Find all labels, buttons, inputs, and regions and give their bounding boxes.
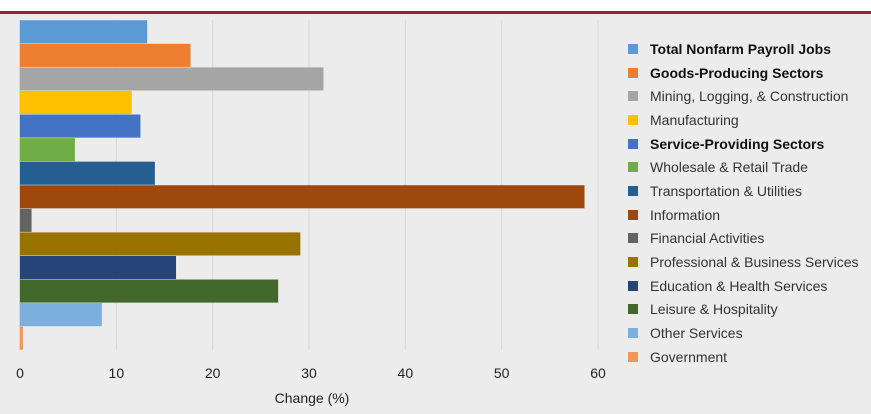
legend-swatch [628,304,638,315]
legend-label: Other Services [650,325,743,342]
bar [20,279,279,303]
legend-label: Leisure & Hospitality [650,301,778,318]
legend-item: Transportation & Utilities [628,179,868,203]
legend-label: Manufacturing [650,111,739,128]
bar [20,185,585,209]
legend-item: Other Services [628,321,868,345]
x-tick-label: 30 [301,365,317,381]
legend-label: Government [650,348,728,365]
bar [20,232,301,256]
legend-swatch [628,91,638,102]
legend-item: Professional & Business Services [628,250,868,274]
legend-swatch [628,162,638,173]
bar [20,326,23,350]
bar [20,138,75,162]
x-tick-label: 20 [205,365,221,381]
legend-swatch [628,351,638,362]
legend-label: Total Nonfarm Payroll Jobs [650,40,831,57]
legend-item: Leisure & Hospitality [628,298,868,322]
legend-item: Financial Activities [628,227,868,251]
bar [20,255,177,280]
bar [20,90,132,115]
x-tick-label: 10 [109,365,125,381]
legend-swatch [628,328,638,339]
x-axis-ticks: 0 10 20 30 40 50 60 [16,365,606,381]
legend-label: Goods-Producing Sectors [650,64,824,81]
legend-swatch [628,43,638,54]
legend-item: Service-Providing Sectors [628,132,868,156]
bar [20,303,102,327]
x-tick-label: 60 [590,365,606,381]
legend-swatch [628,138,638,149]
legend-label: Transportation & Utilities [650,182,802,199]
legend-item: Mining, Logging, & Construction [628,84,868,108]
legend-swatch [628,257,638,268]
legend-label: Professional & Business Services [650,254,859,271]
legend-swatch [628,67,638,78]
bar [20,114,141,138]
legend-label: Service-Providing Sectors [650,135,825,152]
legend-label: Financial Activities [650,230,765,247]
legend-swatch [628,233,638,244]
x-tick-label: 50 [494,365,510,381]
legend-swatch [628,185,638,196]
header-rule [0,0,871,14]
bar [20,67,324,91]
legend-item: Government [628,345,868,369]
x-axis-label: Change (%) [275,390,350,406]
legend-label: Education & Health Services [650,277,828,294]
legend-item: Wholesale & Retail Trade [628,155,868,179]
legend-item: Education & Health Services [628,274,868,298]
legend-item: Goods-Producing Sectors [628,61,868,85]
legend-swatch [628,114,638,125]
legend-item: Manufacturing [628,108,868,132]
bar [20,20,148,44]
bar [20,43,191,67]
bar [20,208,32,232]
x-tick-label: 40 [398,365,414,381]
legend-label: Information [650,206,721,223]
x-tick-label: 0 [16,365,24,381]
legend-label: Wholesale & Retail Trade [650,159,808,176]
bars [20,20,585,350]
legend-label: Mining, Logging, & Construction [650,88,849,105]
legend: Total Nonfarm Payroll Jobs Goods-Producin… [628,37,868,369]
legend-item: Information [628,203,868,227]
legend-item: Total Nonfarm Payroll Jobs [628,37,868,61]
legend-swatch [628,209,638,220]
bar [20,161,155,185]
legend-swatch [628,280,638,291]
